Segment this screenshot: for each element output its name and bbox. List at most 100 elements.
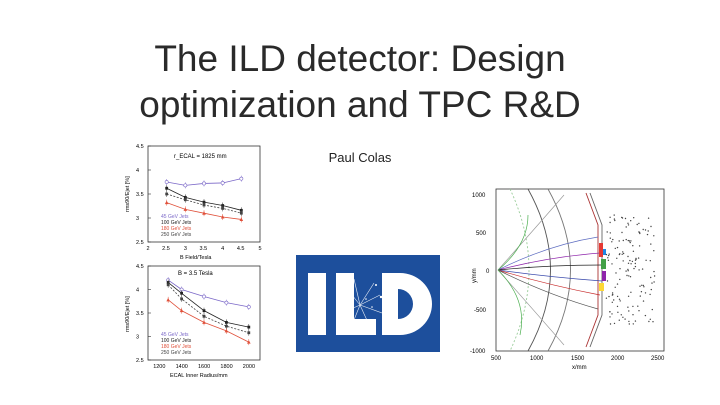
series-point [180,297,183,301]
hit-point [642,284,645,287]
series-point [202,181,206,186]
event-ytick: 500 [476,231,487,237]
series-point [164,180,169,184]
hit-point [627,222,629,224]
hit-point [622,260,624,262]
hit-point [650,243,652,245]
hit-point [650,225,652,228]
plot-bfield-svg: r_ECAL = 1825 mm rms90/Ejet [%] B Field/… [125,144,262,261]
event-xticks: 500 1000 1500 2000 2500 [491,356,665,362]
hit-point [614,219,616,222]
hit-point [648,320,650,323]
hit-point [611,241,613,243]
plot-ylabel: rms90/Ejet [%] [125,176,131,212]
hit-point [628,275,630,277]
hit-point [638,231,640,233]
hit-point [609,221,611,224]
legend-250: 250 GeV Jets [161,350,192,356]
plot-ytick: 2.5 [136,240,144,246]
plot-ytick: 4 [136,168,139,174]
hit-point [622,251,624,253]
series-point [183,183,188,188]
series-point [180,291,183,295]
plot-xtick: 4.5 [237,246,245,252]
hit-point [616,305,619,308]
plot-ytick: 3 [136,335,139,341]
hit-point [625,238,627,241]
hit-point [621,231,623,234]
hit-point [606,231,608,233]
hit-point [617,311,619,313]
hit-point [612,238,614,241]
detector-outline [509,188,603,352]
series-point [239,176,244,181]
hit-point [619,268,621,270]
plot-bfield: r_ECAL = 1825 mm rms90/Ejet [%] B Field/… [118,140,268,262]
plot-xlabel: B Field/Tesla [180,255,212,261]
hit-point [633,267,635,270]
hit-point [629,276,632,278]
hit-point [644,292,647,294]
series-point [166,297,170,302]
hit-point [632,245,634,247]
hit-point [652,321,654,323]
hit-point [615,272,617,274]
hit-point [633,217,635,219]
hit-point [609,323,612,325]
hit-point [612,293,614,296]
hit-point [607,259,610,261]
hit-point [611,263,613,265]
series-point [221,207,225,210]
hit-point [645,259,647,261]
series-point [202,203,206,207]
calorimeter-hits [599,243,606,291]
hit-point [619,300,621,302]
hit-point [624,217,627,220]
hit-point [631,260,634,263]
series-point [224,328,229,333]
hit-point [653,270,655,273]
hit-point [653,235,655,237]
hit-point [632,250,635,252]
plot-annotation: B = 3.5 Tesla [178,271,213,277]
title-line-1: The ILD detector: Design [154,38,566,79]
series-point [164,200,169,205]
plot-ytick: 3.5 [136,311,144,317]
series-point [246,304,251,309]
plot-xtick: 5 [259,246,262,252]
hit-point [630,263,632,265]
hit-point [629,241,631,244]
hit-point [618,319,620,321]
hit-point [625,270,627,272]
hit-point [620,314,622,316]
plot-legend: 45 GeV Jets 100 GeV Jets 180 GeV Jets 25… [161,214,192,238]
hit-point [614,286,616,288]
hit-point [646,233,649,236]
title-line-2: optimization and TPC R&D [139,84,581,125]
plot-xtick: 4 [221,246,224,252]
series-point [202,211,206,215]
hit-point [609,311,611,313]
hit-point [609,216,611,218]
series-point [225,321,228,324]
series-point [202,294,206,299]
legend-180: 180 GeV Jets [161,344,192,350]
series-point [166,283,170,287]
hit-point [627,255,629,258]
event-ytick: 0 [486,269,490,275]
hit-point [644,314,647,317]
hit-point [647,217,650,219]
hit-point [616,295,619,298]
plot-ytick: 4.5 [136,144,144,150]
series-point [239,211,243,215]
series-point [247,340,251,344]
plot-ecal-radius-svg: B = 3.5 Tesla rms90/Ejet [%] ECAL Inner … [125,264,261,379]
hit-point [605,297,608,299]
series-point [220,181,225,185]
legend-180: 180 GeV Jets [161,226,192,232]
hit-point [622,239,624,242]
hit-point [641,268,644,270]
hit-point [611,301,613,303]
hit-point [630,220,632,222]
legend-250: 250 GeV Jets [161,232,192,238]
